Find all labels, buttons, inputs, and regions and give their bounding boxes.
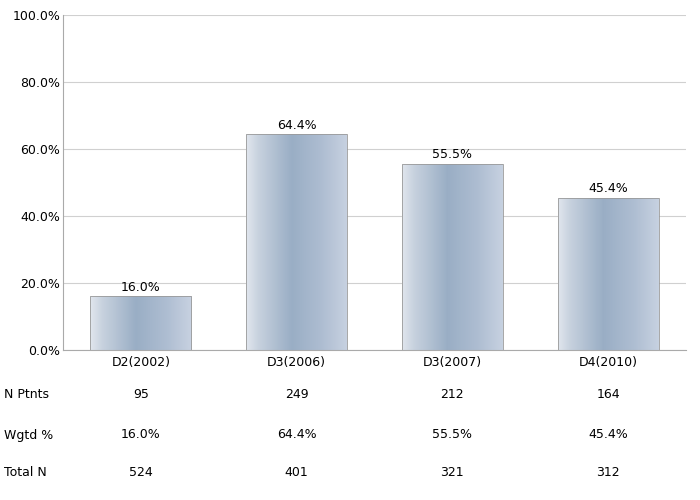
Text: 249: 249 <box>285 388 309 402</box>
Text: 64.4%: 64.4% <box>276 428 316 442</box>
Text: Total N: Total N <box>4 466 46 479</box>
Text: 64.4%: 64.4% <box>276 118 316 132</box>
Bar <box>90 296 192 350</box>
Text: 321: 321 <box>440 466 464 479</box>
Text: 55.5%: 55.5% <box>433 428 473 442</box>
Text: 524: 524 <box>129 466 153 479</box>
Text: 16.0%: 16.0% <box>121 428 161 442</box>
Text: 164: 164 <box>596 388 620 402</box>
Text: 401: 401 <box>285 466 309 479</box>
Bar <box>246 134 347 350</box>
Text: 312: 312 <box>596 466 620 479</box>
Text: N Ptnts: N Ptnts <box>4 388 48 402</box>
Text: 212: 212 <box>440 388 464 402</box>
Text: 55.5%: 55.5% <box>433 148 473 162</box>
Text: Wgtd %: Wgtd % <box>4 428 52 442</box>
Text: 45.4%: 45.4% <box>588 182 628 195</box>
Text: 16.0%: 16.0% <box>121 280 161 293</box>
Bar <box>557 198 659 350</box>
Bar <box>402 164 503 350</box>
Text: 95: 95 <box>133 388 149 402</box>
Text: 45.4%: 45.4% <box>588 428 628 442</box>
